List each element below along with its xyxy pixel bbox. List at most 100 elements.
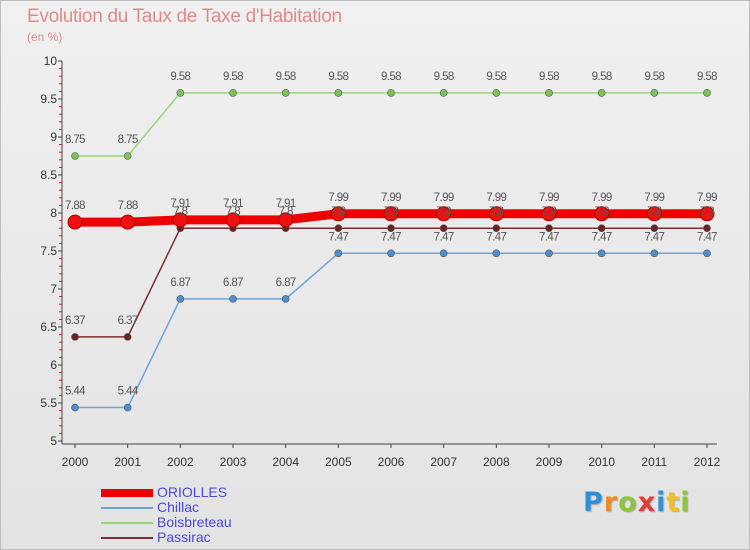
- data-label: 7.91: [276, 198, 296, 210]
- data-point: [334, 89, 343, 97]
- x-tick-label: 2001: [114, 455, 141, 469]
- x-tick-label: 2004: [272, 455, 299, 469]
- data-label: 9.58: [223, 71, 243, 83]
- y-tick-label: 7.5: [40, 244, 57, 258]
- data-label: 7.47: [328, 231, 348, 243]
- x-tick-label: 2002: [167, 455, 194, 469]
- data-label: 7.91: [223, 198, 243, 210]
- legend-label: ORIOLLES: [157, 484, 228, 500]
- data-label: 7.99: [644, 192, 664, 204]
- legend-swatch: [101, 507, 153, 509]
- y-tick-label: 7: [50, 282, 57, 296]
- legend-swatch: [101, 522, 153, 524]
- legend-swatch: [101, 537, 153, 539]
- data-point: [699, 206, 715, 222]
- data-point: [492, 89, 501, 97]
- data-point: [123, 152, 132, 160]
- data-point: [281, 295, 290, 303]
- data-point: [334, 249, 343, 258]
- data-label: 9.58: [697, 71, 717, 83]
- data-point: [597, 249, 606, 258]
- data-label: 7.8: [279, 206, 293, 218]
- y-tick-label: 9: [50, 130, 57, 144]
- data-label: 9.58: [170, 71, 190, 83]
- data-label: 7.47: [434, 231, 454, 243]
- logo-letter: o: [618, 487, 638, 518]
- data-label: 6.87: [170, 277, 190, 289]
- x-tick-label: 2008: [483, 455, 510, 469]
- data-labels-layer: 7.88 7.88 7.91 7.91 7.91 7.99 7.99 7.99 7.99 7.99…: [65, 71, 718, 398]
- data-point: [439, 89, 448, 97]
- data-label: 9.58: [276, 71, 296, 83]
- data-label: 5.44: [65, 386, 86, 398]
- data-label: 7.8: [173, 206, 187, 218]
- x-tick-label: 2003: [220, 455, 247, 469]
- data-label: 7.8: [226, 206, 240, 218]
- logo-letter: x: [637, 487, 657, 518]
- data-point: [703, 224, 711, 232]
- data-point: [597, 224, 606, 232]
- data-label: 7.88: [118, 200, 138, 212]
- data-point: [594, 206, 610, 222]
- data-point: [545, 224, 553, 232]
- data-point: [492, 224, 501, 232]
- x-tick-label: 2011: [641, 455, 667, 469]
- y-tick-label: 8.5: [40, 168, 57, 182]
- data-label: 7.99: [328, 192, 348, 204]
- data-point: [387, 89, 395, 97]
- data-label: 7.8: [437, 206, 451, 218]
- data-label: 7.8: [700, 206, 714, 218]
- data-point: [541, 206, 557, 222]
- y-tick-label: 10: [44, 54, 58, 68]
- axes: 5 5.5 6 6.5 7 7.5 8 8.5 9 9.5 10 2000 2001 2002 2003 20…: [40, 54, 720, 469]
- data-label: 7.47: [486, 231, 506, 243]
- x-tick-label: 2012: [694, 455, 721, 469]
- y-tick-label: 6: [50, 358, 57, 372]
- data-label: 9.58: [644, 71, 664, 83]
- legend-item-chillac: Chillac: [101, 499, 301, 515]
- data-label: 7.88: [65, 200, 85, 212]
- data-point: [123, 403, 132, 412]
- data-point: [383, 206, 399, 222]
- data-label: 9.58: [434, 71, 454, 83]
- data-label: 7.8: [647, 206, 661, 218]
- data-point: [650, 224, 659, 232]
- legend-item-boisbreteau: Boisbreteau: [101, 514, 301, 530]
- data-point: [281, 89, 290, 97]
- chart-title: Evolution du Taux de Taxe d'Habitation: [27, 6, 342, 27]
- data-point: [334, 224, 343, 232]
- data-point: [225, 212, 241, 228]
- data-point: [120, 214, 136, 230]
- data-label: 7.99: [539, 192, 559, 204]
- data-label: 9.58: [539, 71, 559, 83]
- data-point: [703, 89, 711, 97]
- data-point: [387, 249, 395, 258]
- data-label: 7.99: [697, 192, 717, 204]
- data-point: [439, 249, 448, 258]
- data-point: [67, 214, 83, 230]
- x-tick-label: 2009: [536, 455, 563, 469]
- y-tick-label: 5.5: [40, 396, 57, 410]
- chart-subtitle: (en %): [27, 30, 63, 44]
- x-tick-label: 2000: [62, 455, 89, 469]
- data-label: 7.91: [170, 198, 190, 210]
- data-point: [436, 206, 452, 222]
- data-point: [545, 249, 553, 258]
- data-point: [387, 224, 395, 232]
- data-label: 7.8: [595, 206, 609, 218]
- data-label: 7.47: [644, 231, 664, 243]
- legend-item-oriolles: ORIOLLES: [101, 484, 301, 500]
- x-tick-label: 2006: [378, 455, 405, 469]
- data-point: [545, 89, 553, 97]
- data-label: 7.99: [486, 192, 506, 204]
- data-label: 7.8: [384, 206, 398, 218]
- data-point: [597, 89, 606, 97]
- data-point: [172, 212, 188, 228]
- data-label: 8.75: [65, 134, 85, 146]
- legend-label: Boisbreteau: [157, 514, 232, 530]
- data-point: [71, 403, 79, 412]
- data-point: [703, 249, 711, 258]
- data-label: 7.99: [434, 192, 454, 204]
- legend-item-passirac: Passirac: [101, 529, 301, 545]
- data-label: 6.37: [65, 315, 85, 327]
